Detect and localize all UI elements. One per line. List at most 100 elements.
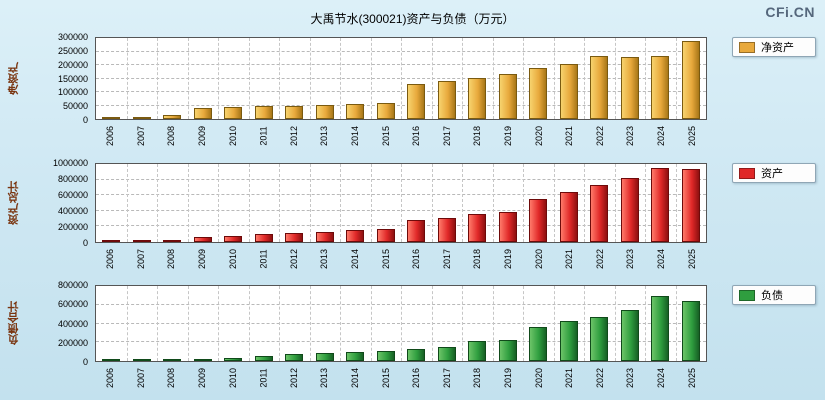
- v-gridline: [492, 164, 494, 242]
- v-gridline: [370, 38, 372, 119]
- y-axis-ticks: 0 200000 400000 600000 800000 1000000: [24, 158, 92, 248]
- x-tick-label: 2018: [472, 248, 483, 270]
- x-tick-label: 2018: [472, 367, 483, 389]
- x-tick-label: 2016: [411, 248, 422, 270]
- v-gridline: [340, 164, 341, 242]
- bar-2019: [498, 211, 517, 242]
- y-tick-label: 400000: [57, 206, 88, 216]
- bar-2013: [315, 353, 334, 361]
- x-tick-label: 2016: [411, 125, 422, 147]
- x-tick-label: 2007: [135, 367, 146, 389]
- bar-2010: [224, 106, 243, 119]
- v-gridline: [187, 38, 189, 119]
- bar-2024: [651, 56, 670, 119]
- bar-2017: [437, 217, 456, 242]
- x-tick-label: 2006: [105, 248, 116, 270]
- v-gridline: [523, 286, 524, 361]
- x-tick-label: 2025: [686, 248, 697, 270]
- v-gridline: [675, 164, 677, 242]
- chart-title: 大禹节水(300021)资产与负债（万元）: [310, 12, 515, 26]
- bar-2008: [163, 239, 182, 242]
- y-tick-label: 600000: [57, 299, 88, 310]
- bar-2014: [346, 230, 365, 242]
- x-tick-label: 2006: [105, 125, 116, 147]
- x-tick-label: 2024: [656, 125, 667, 147]
- v-gridline: [553, 38, 555, 119]
- v-gridline: [462, 286, 463, 361]
- v-gridline: [645, 164, 646, 242]
- x-tick-label: 2019: [503, 367, 514, 389]
- cfi-logo[interactable]: CFi.CN: [765, 4, 815, 20]
- legend-swatch: [739, 41, 755, 53]
- y-tick-label: 800000: [57, 174, 88, 184]
- x-tick-label: 2021: [564, 367, 575, 389]
- v-gridline: [431, 38, 433, 119]
- x-tick-label: 2020: [533, 248, 544, 270]
- y-tick-label: 300000: [57, 32, 88, 42]
- bar-2021: [559, 320, 578, 361]
- bar-2013: [315, 104, 334, 119]
- plot-area: [95, 285, 707, 362]
- x-tick-label: 2009: [197, 125, 208, 147]
- bar-2010: [224, 235, 243, 242]
- x-tick-label: 2018: [472, 125, 483, 147]
- x-axis-labels: 2006 2007 2008 2009 2010 2011 2012 2013 2014 2015…: [95, 244, 707, 274]
- legend-label: 资产: [761, 168, 783, 180]
- y-tick-label: 0: [82, 115, 88, 125]
- v-gridline: [157, 286, 158, 361]
- x-tick-label: 2010: [227, 125, 238, 147]
- v-gridline: [279, 164, 280, 242]
- x-tick-label: 2007: [135, 125, 146, 147]
- v-gridline: [218, 164, 219, 242]
- x-tick-label: 2011: [258, 249, 269, 269]
- v-gridline: [401, 38, 402, 119]
- legend: 净资产: [732, 37, 816, 57]
- y-tick-label: 200000: [57, 222, 88, 232]
- y-tick-label: 0: [82, 238, 88, 248]
- y-tick-label: 800000: [57, 280, 88, 290]
- y-tick-label: 600000: [57, 190, 88, 200]
- legend-label: 净资产: [761, 42, 794, 54]
- v-gridline: [523, 38, 524, 119]
- v-gridline: [126, 38, 128, 119]
- y-tick-label: 100000: [57, 87, 88, 98]
- v-gridline: [584, 164, 585, 242]
- x-tick-label: 2014: [350, 125, 361, 147]
- v-gridline: [279, 38, 280, 119]
- x-tick-label: 2023: [625, 248, 636, 270]
- bar-2010: [224, 357, 243, 361]
- y-tick-label: 50000: [62, 101, 88, 112]
- bar-2009: [193, 237, 212, 242]
- v-gridline: [309, 164, 311, 242]
- bar-2012: [285, 232, 304, 242]
- v-gridline: [248, 164, 250, 242]
- x-tick-label: 2022: [594, 367, 605, 389]
- v-gridline: [126, 286, 128, 361]
- bar-2012: [285, 105, 304, 119]
- v-gridline: [157, 38, 158, 119]
- bar-2025: [681, 169, 700, 242]
- x-tick-label: 2008: [166, 367, 177, 389]
- bar-2018: [468, 77, 487, 119]
- x-tick-label: 2008: [166, 125, 177, 147]
- x-tick-label: 2021: [564, 125, 575, 147]
- plot-area: [95, 163, 707, 243]
- bar-2011: [254, 106, 273, 119]
- v-gridline: [248, 286, 250, 361]
- y-tick-label: 1000000: [52, 158, 88, 168]
- x-tick-label: 2015: [380, 367, 391, 389]
- bar-2011: [254, 355, 273, 361]
- v-gridline: [584, 286, 585, 361]
- v-gridline: [553, 286, 555, 361]
- x-tick-label: 2020: [533, 367, 544, 389]
- y-axis-ticks: 0 50000 100000 150000 200000 250000 300000: [24, 32, 92, 125]
- v-gridline: [462, 164, 463, 242]
- v-gridline: [218, 286, 219, 361]
- x-tick-label: 2011: [258, 368, 269, 388]
- bar-2017: [437, 346, 456, 361]
- bar-2006: [102, 117, 121, 119]
- x-tick-label: 2021: [564, 248, 575, 270]
- x-tick-label: 2025: [686, 367, 697, 389]
- bar-2015: [376, 228, 395, 242]
- bar-2023: [620, 309, 639, 361]
